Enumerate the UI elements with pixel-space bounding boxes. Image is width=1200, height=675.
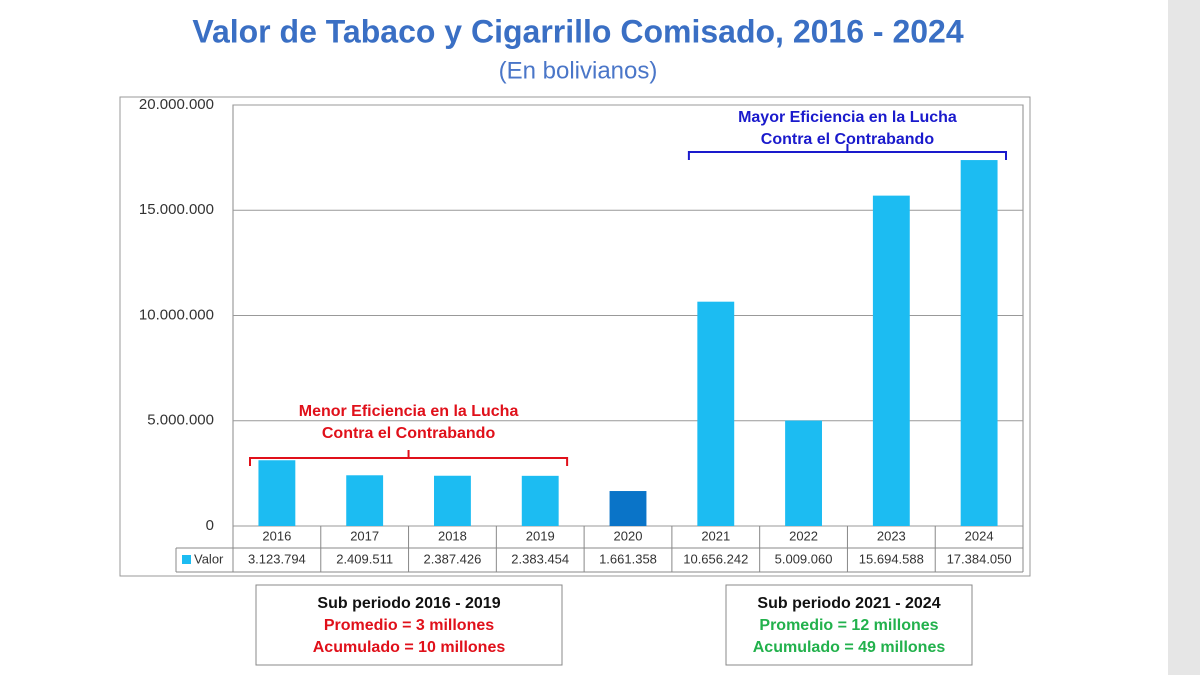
legend-label: Valor [194, 551, 224, 566]
chart-subtitle: (En bolivianos) [499, 57, 658, 84]
summary-line: Acumulado = 10 millones [313, 639, 506, 656]
data-table-value: 2.409.511 [336, 551, 393, 566]
bar [609, 491, 647, 526]
data-table-value: 2.383.454 [511, 551, 569, 566]
data-table-value: 10.656.242 [683, 551, 748, 566]
chart-title: Valor de Tabaco y Cigarrillo Comisado, 2… [192, 13, 963, 49]
x-tick-label: 2024 [965, 528, 994, 543]
annotation-text: Mayor Eficiencia en la Lucha [738, 109, 957, 126]
y-tick-label: 20.000.000 [139, 96, 214, 113]
summary-box [255, 584, 563, 666]
x-tick-label: 2018 [438, 528, 467, 543]
annotation-text: Contra el Contrabando [761, 131, 935, 148]
annotation-text: Menor Eficiencia en la Lucha [299, 403, 519, 420]
bar [521, 475, 559, 526]
data-table-value: 5.009.060 [775, 551, 833, 566]
data-table-value: 2.387.426 [424, 551, 482, 566]
y-tick-label: 15.000.000 [139, 201, 214, 218]
x-tick-label: 2021 [701, 528, 730, 543]
data-table-value: 17.384.050 [947, 551, 1012, 566]
side-band [1168, 0, 1200, 675]
bar [872, 195, 910, 527]
x-tick-label: 2017 [350, 528, 379, 543]
summary-line: Promedio = 3 millones [324, 617, 494, 634]
summary-box [725, 584, 973, 666]
bar [258, 460, 296, 526]
data-table-value: 3.123.794 [248, 551, 306, 566]
y-tick-label: 0 [206, 517, 214, 534]
summary-line: Acumulado = 49 millones [753, 639, 946, 656]
bar [697, 301, 735, 526]
annotation-text: Contra el Contrabando [322, 425, 496, 442]
x-tick-label: 2019 [526, 528, 555, 543]
summary-line: Promedio = 12 millones [759, 617, 938, 634]
x-tick-label: 2023 [877, 528, 906, 543]
bar [434, 475, 471, 526]
annotation-bracket [249, 450, 569, 466]
bar [785, 420, 822, 526]
summary-title: Sub periodo 2021 - 2024 [757, 595, 940, 612]
bar [960, 160, 998, 527]
legend-swatch [182, 555, 191, 564]
x-tick-label: 2016 [262, 528, 291, 543]
annotation-bracket [687, 144, 1007, 160]
bar [346, 475, 384, 526]
data-table-value: 1.661.358 [599, 551, 657, 566]
x-tick-label: 2022 [789, 528, 818, 543]
y-tick-label: 10.000.000 [139, 306, 214, 323]
y-tick-label: 5.000.000 [147, 412, 214, 429]
summary-title: Sub periodo 2016 - 2019 [317, 595, 500, 612]
x-tick-label: 2020 [614, 528, 643, 543]
data-table-value: 15.694.588 [859, 551, 924, 566]
